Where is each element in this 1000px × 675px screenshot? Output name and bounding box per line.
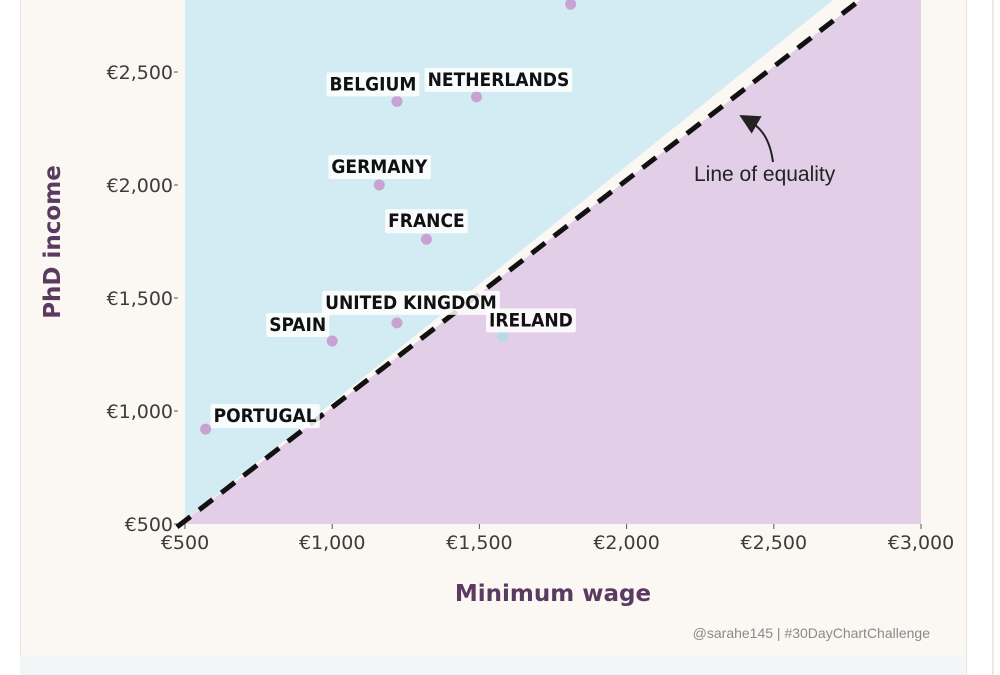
country-label-background xyxy=(326,72,420,97)
country-label: FRANCE xyxy=(385,209,468,234)
region-below-line xyxy=(185,0,921,524)
caption: @sarahe145 | #30DayChartChallenge xyxy=(693,625,931,641)
country-label: IRELAND xyxy=(486,308,576,333)
data-point xyxy=(470,91,482,103)
bottom-strip xyxy=(20,655,965,675)
x-tick-label: €1,500 xyxy=(446,532,512,554)
x-tick-label: €2,500 xyxy=(741,532,807,554)
country-label: GERMANY xyxy=(328,155,431,179)
data-point xyxy=(326,335,338,347)
country-label-text: UNITED KINGDOM xyxy=(325,292,497,314)
data-point xyxy=(373,179,385,191)
y-tick-label: €1,000 xyxy=(107,401,173,423)
x-axis-title: Minimum wage xyxy=(455,581,651,607)
y-axis: €500 €1,000 €1,500 €2,000 €2,500 xyxy=(107,62,178,536)
data-point xyxy=(391,95,403,107)
points-layer xyxy=(200,0,577,435)
country-label-background xyxy=(210,404,320,429)
country-label-text: FRANCE xyxy=(388,210,465,232)
data-point xyxy=(200,423,212,435)
country-label: NETHERLANDS xyxy=(424,67,573,92)
data-point xyxy=(420,233,432,245)
country-label: BELGIUM xyxy=(326,72,420,97)
y-tick-label: €500 xyxy=(125,514,173,536)
country-label-text: SPAIN xyxy=(269,314,326,336)
window-edge xyxy=(992,0,994,675)
data-point xyxy=(391,317,403,329)
country-label-text: BELGIUM xyxy=(330,73,417,95)
country-label: SPAIN xyxy=(266,312,330,337)
country-label: PORTUGAL xyxy=(210,404,320,429)
data-point xyxy=(565,0,577,10)
annotation-arrow xyxy=(739,115,774,163)
country-label-text: PORTUGAL xyxy=(214,405,317,427)
country-label-background xyxy=(322,290,500,315)
country-label-text: GERMANY xyxy=(331,156,427,178)
equality-line xyxy=(175,0,865,529)
region-above-line xyxy=(185,0,834,524)
country-label-background xyxy=(266,312,330,337)
x-tick-label: €1,000 xyxy=(299,532,365,554)
plot-area xyxy=(185,0,921,524)
y-tick-label: €2,000 xyxy=(107,175,173,197)
data-point xyxy=(497,330,509,342)
x-tick-label: €500 xyxy=(161,532,209,554)
x-tick-label: €3,000 xyxy=(888,532,954,554)
y-axis-title: PhD income xyxy=(40,165,66,319)
y-tick-label: €2,500 xyxy=(107,62,173,84)
y-tick-label: €1,500 xyxy=(107,288,173,310)
equality-annotation: Line of equality xyxy=(694,163,836,186)
country-label-text: IRELAND xyxy=(489,309,573,331)
country-label-text: NETHERLANDS xyxy=(428,69,570,91)
x-tick-label: €2,000 xyxy=(593,532,659,554)
x-axis: €500 €1,000 €1,500 €2,000 €2,500 €3,000 xyxy=(161,524,954,554)
country-label-background xyxy=(486,308,576,333)
country-label-background xyxy=(328,155,431,179)
country-label-background xyxy=(385,209,468,234)
country-label-background xyxy=(424,67,573,92)
country-label: UNITED KINGDOM xyxy=(322,290,500,315)
